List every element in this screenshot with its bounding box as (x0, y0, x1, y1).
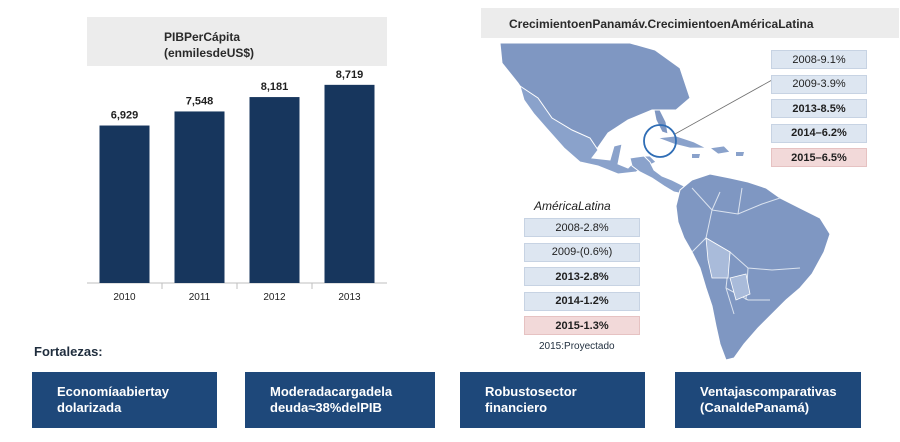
chart-title-box: PIBPerCápita (enmilesdeUS$) (87, 17, 387, 66)
stat-box: 2009-3.9% (771, 74, 867, 94)
x-tick-label: 2010 (113, 292, 136, 303)
stat-box: 2008-9.1% (771, 50, 867, 69)
strengths-heading: Fortalezas: (34, 344, 103, 359)
stat-box: 2013-8.5% (771, 99, 867, 118)
strength-line1: Ventajascomparativas (700, 384, 837, 399)
bar (324, 84, 375, 283)
hispaniola-shape (708, 145, 731, 155)
strength-line2: dolarizada (57, 400, 122, 415)
strength-line2: (CanaldePanamá) (700, 400, 810, 415)
jamaica-shape (692, 154, 700, 158)
bar (174, 111, 225, 283)
strength-box: Moderadacargadela deuda≈38%delPIB (245, 372, 435, 428)
strength-line1: Robustosector (485, 384, 577, 399)
paraguay-shape (729, 273, 751, 301)
stat-box: 2013-2.8% (524, 267, 640, 286)
americas-map (499, 42, 831, 360)
stat-box: 2015-1.3% (524, 316, 640, 335)
map-title: CrecimientoenPanamáv.CrecimientoenAméric… (509, 17, 814, 31)
south-america-shape (675, 173, 831, 360)
strength-box: Economíaabiertay dolarizada (32, 372, 217, 428)
strength-line1: Moderadacargadela (270, 384, 393, 399)
chart-title-line1: PIBPerCápita (164, 30, 241, 44)
stat-box: 2014-1.2% (524, 291, 640, 311)
bar (249, 97, 300, 284)
map-title-box: CrecimientoenPanamáv.CrecimientoenAméric… (481, 8, 899, 38)
panama-highlight-circle (643, 124, 677, 158)
cuba-shape (657, 135, 707, 149)
bolivia-shape (705, 237, 731, 279)
central-america-shape (629, 155, 689, 195)
x-tick-label: 2013 (338, 292, 361, 303)
puerto-rico-shape (736, 152, 744, 156)
stat-box: 2008-2.8% (524, 218, 640, 237)
strength-line2: financiero (485, 400, 548, 415)
bar (99, 125, 150, 283)
bar-value-label: 6,929 (111, 110, 139, 122)
stat-box: 2014–6.2% (771, 123, 867, 143)
stat-box: 2009-(0.6%) (524, 242, 640, 262)
chart-title-line2: (enmilesdeUS$) (164, 46, 255, 60)
latam-label: AméricaLatina (534, 199, 611, 213)
florida-shape (653, 109, 669, 135)
bar-chart: 6,929 2010 7,548 2011 8,181 2012 8,719 2013 (87, 69, 387, 303)
strength-box: Ventajascomparativas (CanaldePanamá) (675, 372, 861, 428)
strength-line1: Economíaabiertay (57, 384, 169, 399)
projection-note: 2015:Proyectado (539, 341, 615, 352)
bar-value-label: 8,719 (336, 69, 364, 81)
bar-value-label: 7,548 (186, 95, 214, 107)
panama-connector-line (674, 79, 773, 135)
x-tick-label: 2012 (263, 292, 286, 303)
bar-value-label: 8,181 (261, 81, 289, 93)
stat-box: 2015–6.5% (771, 148, 867, 167)
strength-line2: deuda≈38%delPIB (270, 400, 382, 415)
x-tick-label: 2011 (189, 292, 211, 303)
strength-box: Robustosector financiero (460, 372, 645, 428)
